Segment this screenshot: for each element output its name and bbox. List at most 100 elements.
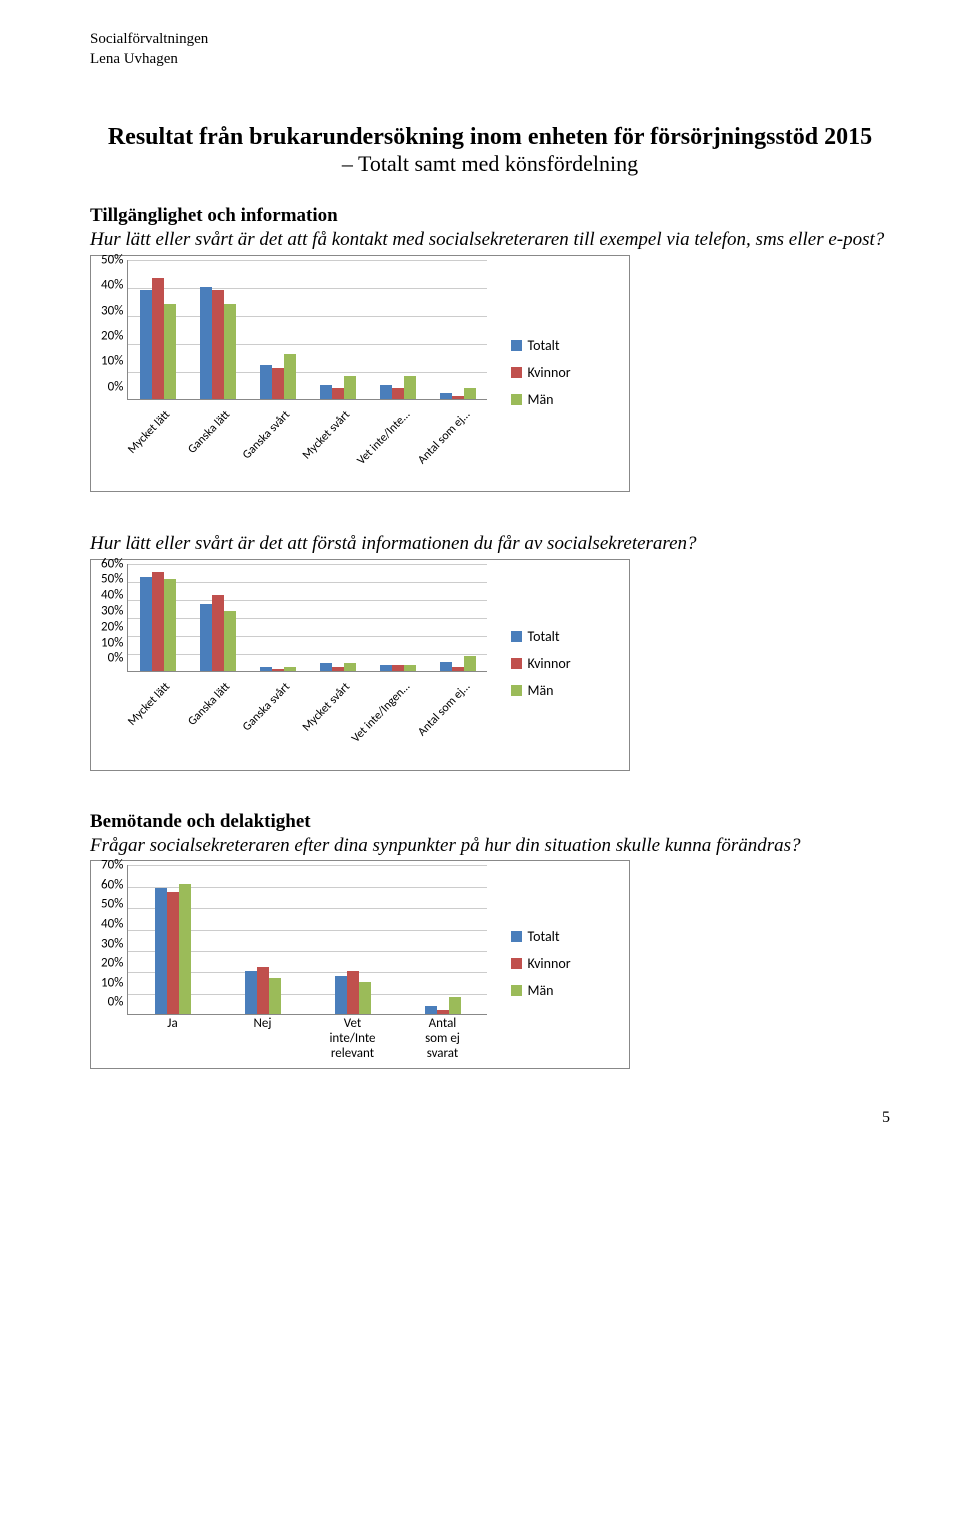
x-label: Nej (217, 1017, 307, 1062)
chart-3: 70%60%50%40%30%20%10%0%JaNejVetinte/Inte… (90, 860, 630, 1069)
bar (347, 971, 359, 1014)
legend-swatch (511, 394, 522, 405)
legend-label: Totalt (527, 628, 559, 645)
chart-1: 50%40%30%20%10%0%Mycket lättGanska lättG… (90, 255, 630, 492)
bar (269, 978, 281, 1014)
y-tick: 10% (101, 636, 123, 649)
bar-group (308, 663, 368, 670)
question-1: Hur lätt eller svårt är det att få konta… (90, 228, 890, 252)
bar (260, 365, 272, 399)
bar (452, 396, 464, 399)
y-tick: 0% (108, 652, 124, 665)
y-tick: 30% (101, 604, 123, 617)
y-tick: 60% (101, 557, 123, 570)
y-tick: 10% (101, 355, 123, 368)
bar (212, 290, 224, 399)
y-tick: 50% (101, 253, 123, 266)
page-header: Socialförvaltningen Lena Uvhagen (90, 30, 890, 69)
x-label: Ganska svårt (241, 408, 294, 462)
x-label: Vetinte/Interelevant (307, 1017, 397, 1062)
question-2: Hur lätt eller svårt är det att förstå i… (90, 532, 890, 556)
bar (284, 667, 296, 671)
bar-group (398, 997, 488, 1014)
bar (224, 304, 236, 399)
bar (332, 667, 344, 671)
bar (440, 393, 452, 399)
bar-group (218, 967, 308, 1014)
bar (425, 1006, 437, 1015)
bar (464, 656, 476, 670)
legend-swatch (511, 631, 522, 642)
y-tick: 70% (101, 859, 123, 872)
legend-label: Kvinnor (527, 364, 570, 381)
legend-swatch (511, 958, 522, 969)
bar (392, 665, 404, 670)
header-author: Lena Uvhagen (90, 50, 890, 70)
bar (392, 388, 404, 399)
legend-swatch (511, 685, 522, 696)
x-label: Ja (127, 1017, 217, 1062)
legend-swatch (511, 658, 522, 669)
y-tick: 0% (108, 996, 124, 1009)
bar-group (128, 572, 188, 671)
bar (272, 368, 284, 399)
legend-label: Män (527, 682, 553, 699)
y-tick: 40% (101, 589, 123, 602)
x-label: Vet inte/Ingen… (349, 680, 413, 746)
legend-swatch (511, 340, 522, 351)
page-number: 5 (90, 1109, 890, 1127)
question-3: Frågar socialsekreteraren efter dina syn… (90, 834, 890, 858)
section-heading-1: Tillgänglighet och information (90, 205, 890, 227)
legend-item: Totalt (511, 928, 570, 945)
legend-swatch (511, 367, 522, 378)
x-label: Vet inte/Inte… (355, 408, 413, 468)
bar (344, 376, 356, 398)
x-label: Mycket lätt (126, 408, 174, 457)
x-label: Ganska lätt (186, 408, 234, 457)
legend-item: Kvinnor (511, 955, 570, 972)
bar (260, 667, 272, 671)
page-subtitle: – Totalt samt med könsfördelning (90, 151, 890, 177)
bar (449, 997, 461, 1014)
bar (224, 611, 236, 670)
bar (380, 665, 392, 670)
chart-2: 60%50%40%30%20%10%0%Mycket lättGanska lä… (90, 559, 630, 771)
bar (245, 971, 257, 1014)
bar (284, 354, 296, 399)
bar (437, 1010, 449, 1014)
bar-group (248, 667, 308, 671)
legend-item: Män (511, 682, 570, 699)
bar (164, 304, 176, 399)
page-title: Resultat från brukarundersökning inom en… (90, 124, 890, 151)
bar (359, 982, 371, 1014)
legend-swatch (511, 985, 522, 996)
bar-group (368, 376, 428, 398)
bar (212, 595, 224, 671)
legend-item: Kvinnor (511, 364, 570, 381)
y-tick: 20% (101, 329, 123, 342)
x-label: Ganska svårt (241, 680, 294, 734)
bar (164, 579, 176, 671)
bar-group (188, 595, 248, 671)
legend-item: Män (511, 391, 570, 408)
bar (167, 892, 179, 1014)
bar-group (308, 971, 398, 1014)
bar-group (368, 665, 428, 670)
bar (257, 967, 269, 1014)
x-label: Antal som ej… (416, 408, 474, 467)
y-tick: 0% (108, 380, 124, 393)
y-tick: 50% (101, 573, 123, 586)
legend-label: Totalt (527, 337, 559, 354)
y-tick: 40% (101, 917, 123, 930)
bar (200, 287, 212, 399)
bar-group (248, 354, 308, 399)
y-tick: 10% (101, 976, 123, 989)
bar (344, 663, 356, 670)
bar (440, 662, 452, 671)
bar (380, 385, 392, 399)
x-label: Antal som ej… (416, 680, 474, 739)
legend: Totalt Kvinnor Män (495, 337, 576, 408)
legend: TotaltKvinnorMän (495, 928, 576, 999)
bar-group (128, 278, 188, 398)
bar (464, 388, 476, 399)
